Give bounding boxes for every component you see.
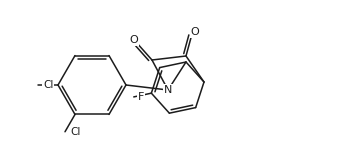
Text: N: N bbox=[164, 85, 172, 95]
Text: Cl: Cl bbox=[43, 80, 53, 90]
Text: F: F bbox=[138, 92, 144, 102]
Text: Cl: Cl bbox=[70, 127, 80, 137]
Text: O: O bbox=[130, 35, 138, 45]
Text: O: O bbox=[191, 27, 199, 37]
